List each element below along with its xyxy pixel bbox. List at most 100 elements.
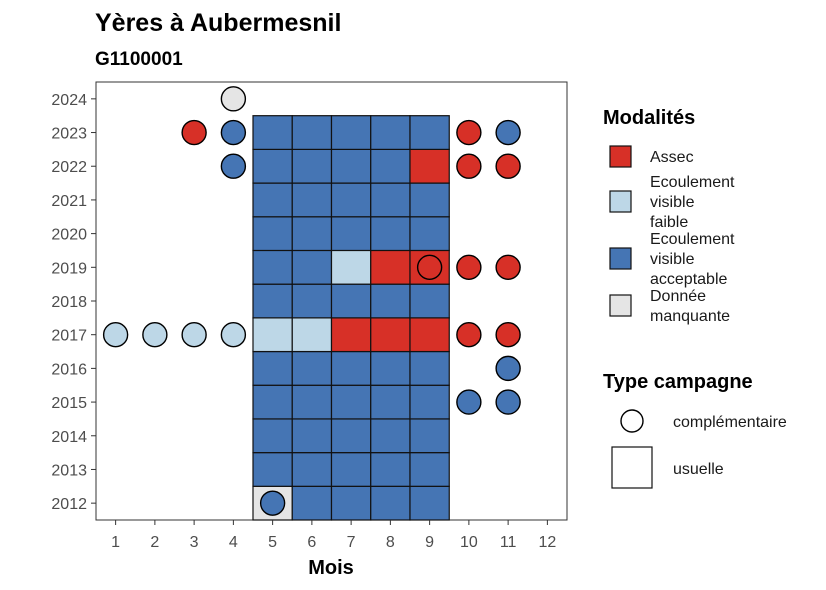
tile-2022-6 <box>291 148 333 184</box>
tile-2017-8 <box>370 317 411 353</box>
tile-2022-9 <box>409 148 450 184</box>
x-tick-label: 9 <box>425 534 434 551</box>
tile-2021-7 <box>330 182 372 218</box>
point-2017-3 <box>181 321 207 348</box>
tile-2014-8 <box>370 418 411 454</box>
y-tick-label: 2013 <box>51 462 87 479</box>
point-2017-1 <box>102 321 129 348</box>
tile-2019-6 <box>291 249 333 285</box>
legend-label-faible: faible <box>650 214 688 231</box>
tile-2020-7 <box>330 216 372 252</box>
tile-2023-5 <box>252 115 293 150</box>
point-2019-10 <box>456 254 482 281</box>
legend-label-assec: Assec <box>650 149 694 166</box>
point-2022-11 <box>495 153 521 179</box>
tile-2016-8 <box>370 350 411 386</box>
tile-2014-9 <box>409 418 450 454</box>
tile-2018-7 <box>330 283 372 319</box>
legend-label-acceptable: visible <box>650 251 695 268</box>
x-tick-label: 4 <box>229 534 238 551</box>
y-tick-label: 2017 <box>51 328 87 345</box>
point-2017-10 <box>456 321 482 348</box>
x-tick-label: 12 <box>538 534 556 551</box>
point-2023-10 <box>456 119 482 146</box>
tile-2013-9 <box>409 452 450 487</box>
y-tick-label: 2015 <box>51 395 87 412</box>
y-tick-label: 2018 <box>51 294 87 311</box>
point-2017-4 <box>220 321 247 348</box>
legend-label-manquante: manquante <box>650 308 730 325</box>
point-2015-10 <box>456 389 482 415</box>
legend-label-faible: visible <box>650 194 695 211</box>
tile-2019-8 <box>370 249 411 285</box>
legend-key-faible <box>609 190 632 213</box>
point-2016-11 <box>495 355 521 382</box>
point-2023-11 <box>495 119 521 146</box>
tile-2015-8 <box>370 384 411 420</box>
chart-subtitle: G1100001 <box>95 49 183 70</box>
x-tick-label: 8 <box>386 534 395 551</box>
tile-2014-6 <box>291 418 333 454</box>
legend-key-usuelle <box>611 446 653 489</box>
tile-2017-7 <box>330 317 372 353</box>
point-2017-2 <box>142 321 168 348</box>
tile-2013-7 <box>330 452 372 487</box>
tile-2022-5 <box>252 148 293 184</box>
tile-2019-7 <box>330 249 372 285</box>
tile-2015-9 <box>409 384 450 420</box>
tile-2014-5 <box>252 418 293 454</box>
y-tick-label: 2016 <box>51 361 87 378</box>
x-tick-label: 1 <box>111 534 120 551</box>
tile-2018-8 <box>370 283 411 319</box>
legend-key-acceptable <box>609 247 632 270</box>
tile-2016-7 <box>330 350 372 386</box>
y-tick-label: 2020 <box>51 227 87 244</box>
x-tick-label: 6 <box>307 534 316 551</box>
tile-2019-5 <box>252 249 293 285</box>
tile-2013-8 <box>370 452 411 487</box>
y-tick-label: 2021 <box>51 193 87 210</box>
legend-label-manquante: Donnée <box>650 288 706 305</box>
legend-key-assec <box>609 145 632 168</box>
x-axis-title: Mois <box>308 557 354 579</box>
x-tick-label: 7 <box>347 534 356 551</box>
tile-2021-5 <box>252 182 293 218</box>
point-2024-4 <box>220 86 247 112</box>
legend-modalites-title: Modalités <box>603 107 695 129</box>
tile-2016-5 <box>252 350 293 386</box>
tile-2020-6 <box>291 216 333 252</box>
point-2015-11 <box>495 389 521 415</box>
legend-label-acceptable: acceptable <box>650 271 727 288</box>
point-2019-11 <box>495 254 521 281</box>
plot-area: 1 2 3 4 5 6 7 8 9 10 11 122012201320142015201620172… <box>51 81 568 551</box>
tile-2018-5 <box>252 283 293 319</box>
tile-2018-6 <box>291 283 333 319</box>
tile-2021-9 <box>409 182 450 218</box>
x-tick-label: 11 <box>500 534 517 551</box>
tile-2016-9 <box>409 350 450 386</box>
tile-2012-8 <box>370 485 411 521</box>
x-tick-label: 2 <box>150 534 159 551</box>
chart-title: Yères à Aubermesnil <box>95 9 341 37</box>
tile-2023-8 <box>370 115 411 150</box>
tile-2022-7 <box>330 148 372 184</box>
tile-2017-5 <box>252 317 293 353</box>
tile-2023-9 <box>409 115 450 150</box>
tile-2013-6 <box>291 452 333 487</box>
legend-label-faible: Ecoulement <box>650 174 735 191</box>
y-tick-label: 2012 <box>51 496 87 513</box>
tile-2020-9 <box>409 216 450 252</box>
legend-campagne-title: Type campagne <box>603 371 753 393</box>
tile-2021-6 <box>291 182 333 218</box>
tile-2015-7 <box>330 384 372 420</box>
y-tick-label: 2023 <box>51 126 87 143</box>
y-tick-label: 2014 <box>51 429 87 446</box>
point-2023-4 <box>220 119 247 146</box>
legend-label-acceptable: Ecoulement <box>650 231 735 248</box>
legend: ModalitésAssecEcoulementvisiblefaibleEco… <box>603 107 787 489</box>
x-tick-label: 3 <box>190 534 199 551</box>
y-tick-label: 2022 <box>51 159 87 176</box>
tile-2023-7 <box>330 115 372 150</box>
y-tick-label: 2024 <box>51 92 87 109</box>
